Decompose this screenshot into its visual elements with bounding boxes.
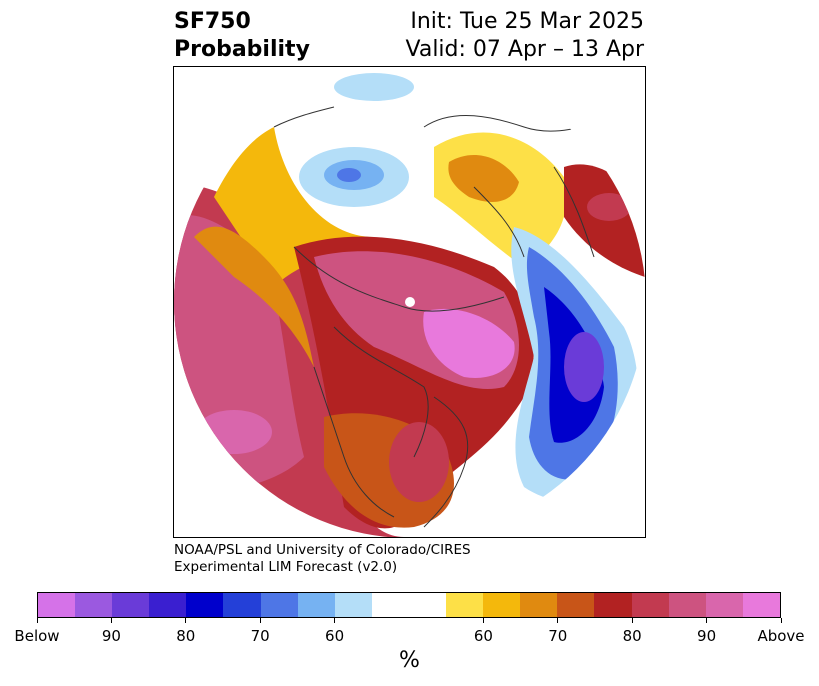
forecast-map: [173, 66, 646, 538]
map-product-title: Probability: [174, 37, 310, 62]
coastlines: [273, 106, 615, 528]
colorbar-tick: [110, 618, 112, 623]
colorbar-tick: [631, 618, 633, 623]
colorbar-ticks: Below 90 80 70 60 60 70 80 90 Above: [14, 618, 805, 645]
colorbar-above-segment: [742, 593, 780, 617]
probability-field: [174, 67, 645, 537]
colorbar-above-segment: [557, 593, 595, 617]
colorbar-tick-label: 70: [250, 627, 270, 645]
colorbar-below-segment: [149, 593, 187, 617]
colorbar-above-segment: [594, 593, 632, 617]
colorbar-tick-label: 90: [697, 627, 717, 645]
colorbar-below-segment: [297, 593, 335, 617]
colorbar-below-segment: [334, 593, 372, 617]
title-block-right: Init: Tue 25 Mar 2025 Valid: 07 Apr – 13…: [406, 8, 645, 64]
colorbar-tick: [185, 618, 187, 623]
colorbar-below-segment: [75, 593, 113, 617]
colorbar-tick: [482, 618, 484, 623]
map-variable-title: SF750: [174, 9, 251, 34]
colorbar-neutral-segment: [371, 593, 447, 617]
colorbar-tick-label: 90: [101, 627, 121, 645]
above-max-northeast: [587, 193, 631, 221]
colorbar-below-segment: [112, 593, 150, 617]
colorbar-tick: [334, 618, 336, 623]
above-max-west: [196, 410, 272, 454]
title-block-left: SF750 Probability: [174, 8, 310, 64]
colorbar-segments: [37, 592, 781, 618]
colorbar-below-segment: [186, 593, 224, 617]
credit-line-1: NOAA/PSL and University of Colorado/CIRE…: [174, 542, 471, 558]
below-max-east: [564, 332, 604, 402]
colorbar-tick: [557, 618, 559, 623]
colorbar-tick: [780, 618, 782, 623]
colorbar-tick: [36, 618, 38, 623]
colorbar-tick-label: 60: [325, 627, 345, 645]
colorbar: [37, 592, 781, 618]
colorbar-tick-label: Above: [757, 627, 805, 645]
above-max-canada: [423, 308, 515, 378]
colorbar-above-segment: [668, 593, 706, 617]
above-max-usa: [389, 422, 449, 502]
colorbar-above-segment: [631, 593, 669, 617]
above-core-eurasia: [448, 154, 519, 202]
valid-range-label: Valid: 07 Apr – 13 Apr: [405, 37, 645, 62]
colorbar-below-segment: [38, 593, 76, 617]
colorbar-tick-label: 60: [473, 627, 493, 645]
colorbar-above-segment: [446, 593, 484, 617]
colorbar-above-segment: [483, 593, 521, 617]
above-band-northwest-inner: [194, 226, 314, 367]
colorbar-above-segment: [705, 593, 743, 617]
colorbar-tick-label: 80: [176, 627, 196, 645]
map-svg: [174, 67, 645, 537]
credit-block: NOAA/PSL and University of Colorado/CIRE…: [174, 542, 471, 576]
colorbar-above-segment: [520, 593, 558, 617]
colorbar-below-segment: [260, 593, 298, 617]
colorbar-tick-label: 70: [548, 627, 568, 645]
colorbar-unit-label: %: [399, 648, 420, 673]
colorbar-tick: [259, 618, 261, 623]
colorbar-tick: [706, 618, 708, 623]
pole-hole: [405, 297, 415, 307]
colorbar-below-segment: [223, 593, 261, 617]
below-max-northwest: [337, 168, 361, 182]
below-field-top: [334, 73, 414, 101]
credit-line-2: Experimental LIM Forecast (v2.0): [174, 559, 398, 575]
colorbar-tick-label: Below: [14, 627, 60, 645]
init-date-label: Init: Tue 25 Mar 2025: [410, 9, 644, 34]
colorbar-tick-label: 80: [622, 627, 642, 645]
